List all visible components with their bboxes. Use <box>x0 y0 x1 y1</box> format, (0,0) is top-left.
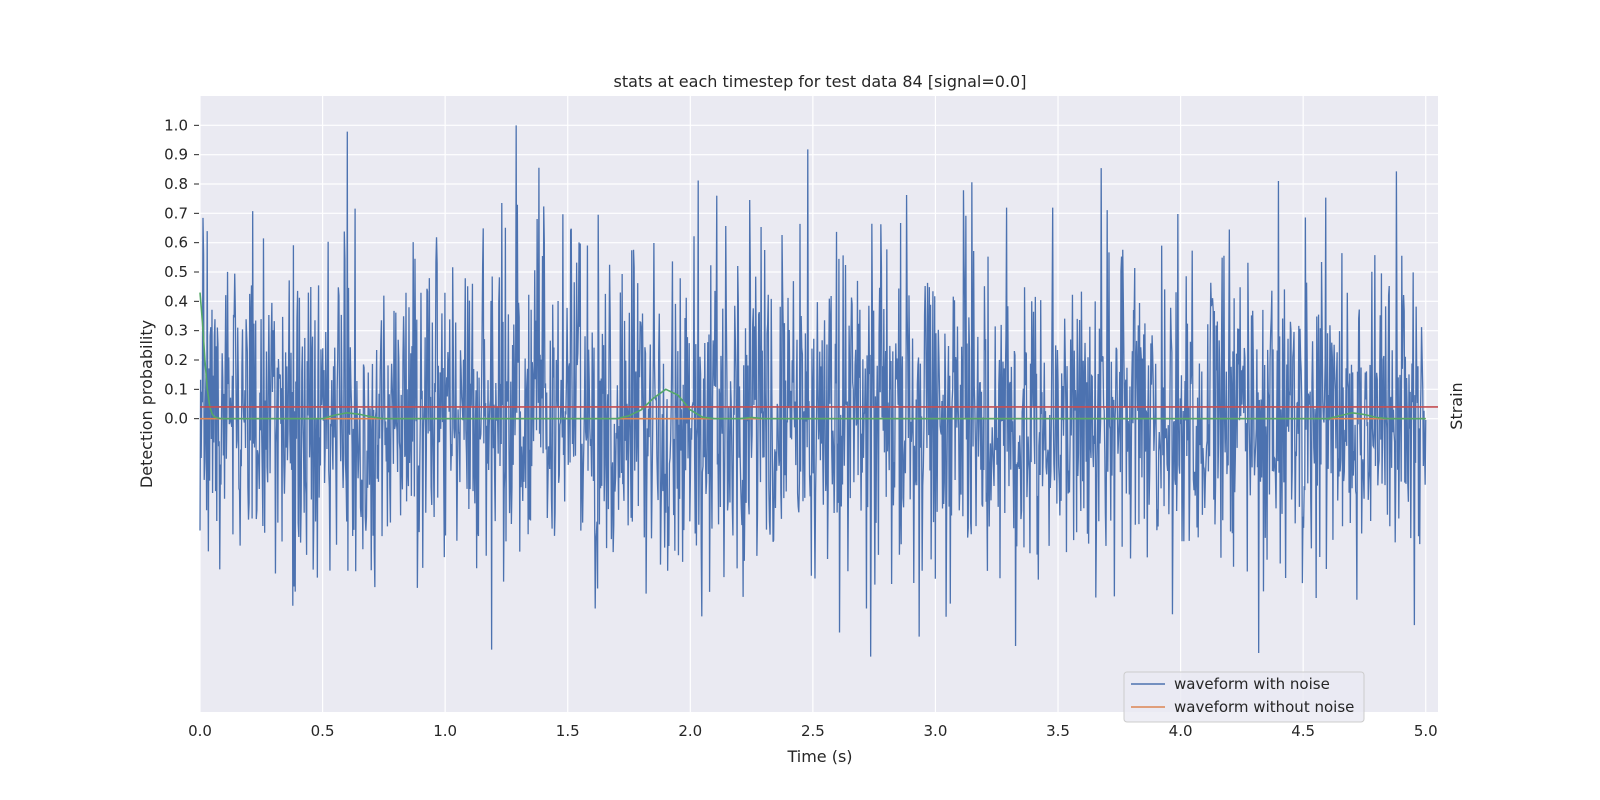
series-detection-probability <box>199 292 1426 420</box>
series-layer <box>199 125 1438 657</box>
x-tick-label: 2.5 <box>801 722 825 740</box>
y-axis-label-right: Strain <box>1447 382 1466 429</box>
x-tick-label: 0.5 <box>311 722 335 740</box>
legend-box <box>1123 671 1365 723</box>
x-tick-label: 3.0 <box>924 722 948 740</box>
y-tick-label: 0.8 <box>164 175 188 193</box>
x-tick-label: 2.0 <box>678 722 702 740</box>
x-axis-label: Time (s) <box>786 747 852 766</box>
y-tick-label: 0.0 <box>164 410 188 428</box>
legend-label-waveform-with-noise: waveform with noise <box>1174 675 1330 693</box>
x-tick-label: 1.5 <box>556 722 580 740</box>
y-axis-label-left: Detection probability <box>137 320 156 488</box>
x-tick-label: 5.0 <box>1414 722 1438 740</box>
chart-title: stats at each timestep for test data 84 … <box>614 72 1027 91</box>
x-tick-label: 1.0 <box>433 722 457 740</box>
y-tick-label: 0.2 <box>164 351 188 369</box>
grid <box>199 96 1438 712</box>
x-tick-label: 4.5 <box>1291 722 1315 740</box>
y-tick-label: 0.7 <box>164 204 188 222</box>
legend: waveform with noise waveform without noi… <box>1123 671 1365 723</box>
x-tick-label: 4.0 <box>1169 722 1193 740</box>
y-tick-label: 0.6 <box>164 234 188 252</box>
x-tick-label: 0.0 <box>188 722 212 740</box>
legend-label-waveform-without-noise: waveform without noise <box>1174 698 1354 716</box>
y-tick-label: 0.1 <box>164 380 188 398</box>
y-tick-label: 0.9 <box>164 146 188 164</box>
x-tick-label: 3.5 <box>1046 722 1070 740</box>
y-tick-label: 0.3 <box>164 322 188 340</box>
tick-labels: 0.0 0.5 1.0 1.5 2.0 2.5 3.0 3.5 4.0 4.5 5.0 0.0 0.1 0… <box>164 116 1438 740</box>
y-tick-label: 1.0 <box>164 116 188 134</box>
y-tick-label: 0.5 <box>164 263 188 281</box>
series-waveform-with-noise <box>199 125 1427 657</box>
y-tick-label: 0.4 <box>164 292 188 310</box>
